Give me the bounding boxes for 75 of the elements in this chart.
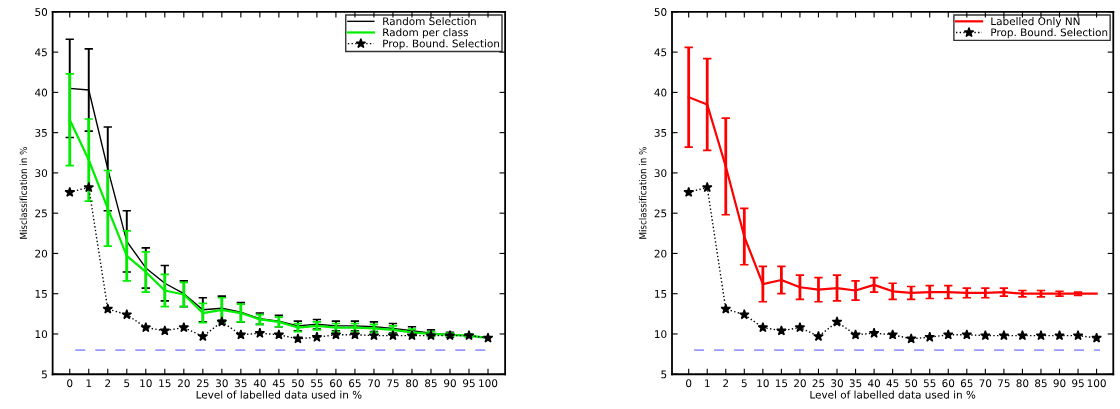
y-tick-label: 40 bbox=[35, 88, 48, 97]
y-tick-label: 40 bbox=[654, 88, 667, 97]
y-tick-label: 5 bbox=[661, 370, 667, 379]
y-tick-label: 45 bbox=[654, 48, 667, 57]
x-tick-label: 5 bbox=[124, 379, 130, 388]
x-tick-label: 25 bbox=[812, 379, 825, 388]
y-tick-label: 30 bbox=[654, 169, 667, 178]
x-tick-label: 65 bbox=[960, 379, 973, 388]
x-tick-label: 40 bbox=[867, 379, 881, 388]
x-tick-label: 35 bbox=[849, 379, 862, 388]
x-tick-label: 70 bbox=[368, 379, 380, 388]
x-tick-label: 5 bbox=[741, 379, 747, 388]
legend-label: Prop. Bound. Selection bbox=[383, 39, 500, 50]
x-tick-label: 55 bbox=[311, 379, 323, 388]
x-tick-label: 30 bbox=[216, 379, 228, 388]
x-tick-label: 60 bbox=[330, 379, 342, 388]
x-tick-label: 10 bbox=[140, 379, 152, 388]
x-tick-label: 0 bbox=[67, 379, 73, 388]
x-tick-label: 85 bbox=[1035, 379, 1047, 388]
y-tick-label: 20 bbox=[654, 249, 667, 258]
x-tick-label: 25 bbox=[196, 379, 209, 388]
x-tick-label: 65 bbox=[349, 379, 361, 388]
y-axis-title: Misclassification in % bbox=[19, 147, 28, 239]
legend-label: Prop. Bound. Selection bbox=[991, 28, 1108, 39]
y-tick-label: 25 bbox=[654, 209, 667, 218]
x-tick-label: 15 bbox=[775, 379, 788, 388]
y-axis-title: Misclassification in % bbox=[638, 147, 647, 239]
legend-label: Random Selection bbox=[383, 17, 476, 26]
y-tick-label: 35 bbox=[654, 128, 667, 137]
x-tick-label: 1 bbox=[705, 379, 710, 388]
x-tick-label: 90 bbox=[444, 379, 456, 388]
x-tick-label: 2 bbox=[105, 379, 111, 388]
x-tick-label: 50 bbox=[905, 379, 918, 388]
legend-label: Radom per class bbox=[383, 28, 468, 39]
y-tick-label: 50 bbox=[35, 8, 48, 16]
x-tick-label: 10 bbox=[757, 379, 769, 388]
x-tick-label: 40 bbox=[253, 379, 266, 388]
x-tick-label: 95 bbox=[463, 379, 475, 388]
y-tick-label: 25 bbox=[35, 209, 47, 218]
x-tick-label: 100 bbox=[1087, 379, 1106, 388]
x-tick-label: 70 bbox=[979, 379, 992, 388]
x-tick-label: 80 bbox=[1016, 379, 1029, 388]
x-tick-label: 20 bbox=[794, 379, 806, 388]
y-tick-label: 35 bbox=[35, 128, 47, 137]
y-tick-label: 15 bbox=[655, 290, 667, 298]
x-tick-label: 2 bbox=[723, 379, 729, 388]
x-tick-label: 55 bbox=[923, 379, 936, 388]
x-tick-label: 100 bbox=[479, 379, 498, 388]
x-axis-title: Level of labelled data used in % bbox=[810, 390, 976, 399]
x-tick-label: 50 bbox=[292, 379, 304, 388]
x-tick-label: 85 bbox=[425, 379, 437, 388]
y-tick-label: 45 bbox=[35, 48, 47, 57]
x-tick-label: 30 bbox=[831, 379, 843, 388]
y-tick-label: 10 bbox=[655, 330, 667, 339]
x-tick-label: 35 bbox=[235, 379, 247, 388]
legend-label: Labelled Only NN bbox=[991, 17, 1080, 28]
x-tick-label: 75 bbox=[998, 379, 1010, 388]
x-tick-label: 45 bbox=[886, 379, 899, 388]
x-tick-label: 1 bbox=[86, 379, 92, 388]
x-tick-label: 45 bbox=[272, 379, 285, 388]
x-tick-label: 95 bbox=[1072, 379, 1084, 388]
x-tick-label: 80 bbox=[406, 379, 418, 388]
y-tick-label: 10 bbox=[35, 330, 48, 339]
x-tick-label: 60 bbox=[942, 379, 955, 388]
y-tick-label: 20 bbox=[35, 249, 48, 258]
x-tick-label: 15 bbox=[159, 379, 171, 388]
y-tick-label: 15 bbox=[35, 290, 47, 298]
x-tick-label: 0 bbox=[686, 379, 692, 388]
x-tick-label: 20 bbox=[177, 379, 190, 388]
y-tick-label: 50 bbox=[654, 8, 667, 16]
x-tick-label: 90 bbox=[1053, 379, 1066, 388]
x-tick-label: 75 bbox=[387, 379, 399, 388]
x-axis-title: Level of labelled data used in % bbox=[196, 390, 362, 399]
y-tick-label: 5 bbox=[41, 370, 47, 379]
y-tick-label: 30 bbox=[35, 169, 48, 178]
